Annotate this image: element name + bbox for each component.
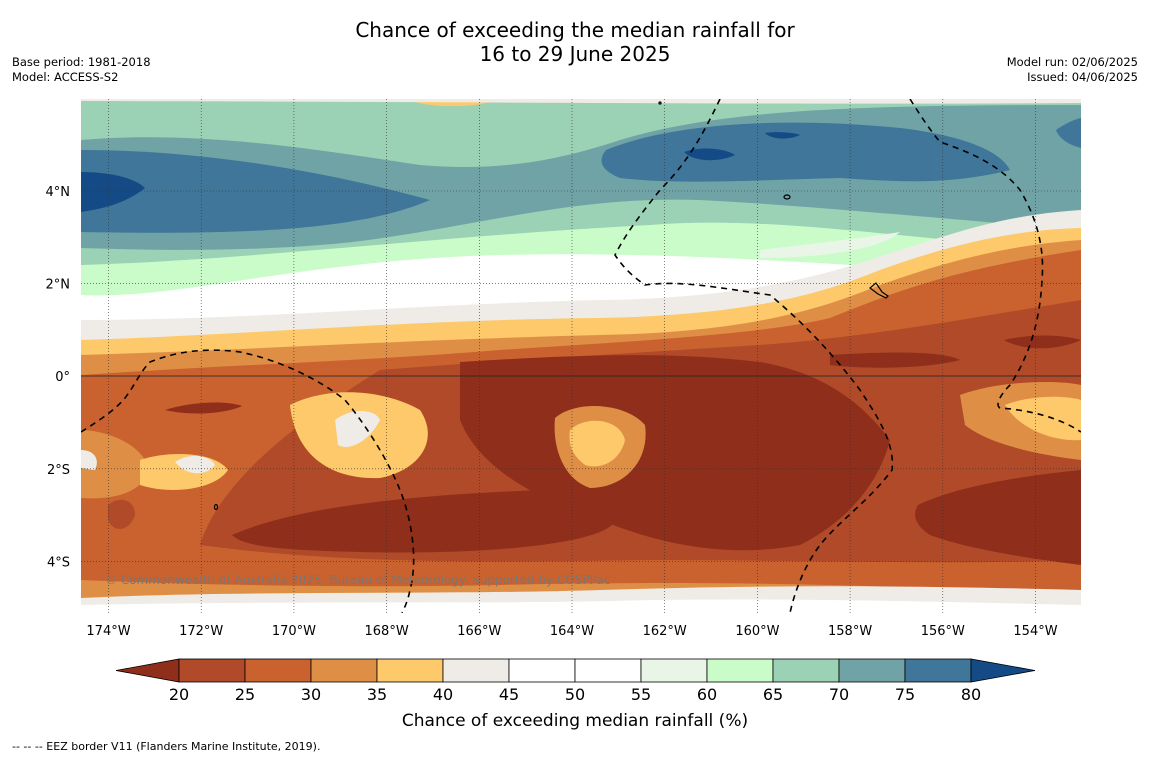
longitude-label: 170°W: [272, 624, 316, 639]
model-run: Model run: 02/06/2025: [1006, 55, 1138, 69]
colorbar-segment: [706, 658, 774, 683]
copyright-note: © Commonwealth of Australia 2025, Bureau…: [105, 573, 610, 587]
colorbar-segment: [310, 658, 378, 683]
colorbar-tick-label: 40: [433, 685, 453, 704]
colorbar-tick-label: 60: [697, 685, 717, 704]
longitude-label: 156°W: [921, 624, 965, 639]
longitude-label: 164°W: [550, 624, 594, 639]
colorbar-tick-label: 75: [895, 685, 915, 704]
colorbar-tick-label: 65: [763, 685, 783, 704]
colorbar-tick-label: 70: [829, 685, 849, 704]
latitude-labels: 4°N 2°N 0° 2°S 4°S: [46, 185, 71, 570]
map-title-line1: Chance of exceeding the median rainfall …: [355, 18, 795, 42]
eez-legend-note: -- -- -- EEZ border V11 (Flanders Marine…: [12, 740, 321, 753]
meta-right: Model run: 02/06/2025 Issued: 04/06/2025: [1007, 55, 1138, 85]
issued-date: Issued: 04/06/2025: [1027, 70, 1138, 84]
colorbar-segment: [640, 658, 708, 683]
latitude-label: 0°: [55, 370, 70, 385]
island-outlines: [213, 101, 889, 511]
model-name: Model: ACCESS-S2: [12, 70, 119, 84]
colorbar-tick-label: 55: [631, 685, 651, 704]
colorbar-segment: [574, 658, 642, 683]
latitude-label: 2°N: [46, 278, 71, 293]
longitude-label: 158°W: [828, 624, 872, 639]
colorbar-segment: [244, 658, 312, 683]
colorbar-segment: [508, 658, 576, 683]
map-title: Chance of exceeding the median rainfall …: [0, 18, 1150, 66]
colorbar-extend-high: [970, 658, 1036, 683]
colorbar-title: Chance of exceeding median rainfall (%): [402, 711, 748, 731]
longitude-labels: 174°W 172°W 170°W 168°W 166°W 164°W 162°W 160°W…: [86, 624, 1057, 639]
longitude-label: 162°W: [643, 624, 687, 639]
colorbar-tick-label: 20: [169, 685, 189, 704]
longitude-label: 172°W: [179, 624, 223, 639]
latitude-label: 2°S: [47, 463, 70, 478]
map-panel: [81, 99, 1081, 613]
colorbar-extend-low: [115, 658, 180, 683]
colorbar-segment: [376, 658, 444, 683]
longitude-label: 160°W: [735, 624, 779, 639]
colorbar-segment: [838, 658, 906, 683]
colorbar-segment: [178, 658, 246, 683]
longitude-label: 174°W: [86, 624, 130, 639]
meta-left: Base period: 1981-2018 Model: ACCESS-S2: [12, 55, 151, 85]
colorbar-segment: [904, 658, 972, 683]
map-title-line2: 16 to 29 June 2025: [479, 42, 671, 66]
latitude-label: 4°N: [46, 185, 71, 200]
colorbar-segment: [442, 658, 510, 683]
latitude-label: 4°S: [47, 555, 70, 570]
longitude-label: 166°W: [457, 624, 501, 639]
eez-border-lines: [81, 99, 1081, 613]
colorbar: 20 25 30 35 40 45 50 55 60 65 70 75 80: [115, 658, 1036, 704]
colorbar-tick-label: 35: [367, 685, 387, 704]
colorbar-segment: [772, 658, 840, 683]
base-period: Base period: 1981-2018: [12, 55, 151, 69]
colorbar-tick-label: 30: [301, 685, 321, 704]
longitude-label: 168°W: [365, 624, 409, 639]
colorbar-tick-label: 80: [961, 685, 981, 704]
colorbar-tick-label: 45: [499, 685, 519, 704]
colorbar-tick-label: 25: [235, 685, 255, 704]
longitude-label: 154°W: [1013, 624, 1057, 639]
colorbar-tick-label: 50: [565, 685, 585, 704]
